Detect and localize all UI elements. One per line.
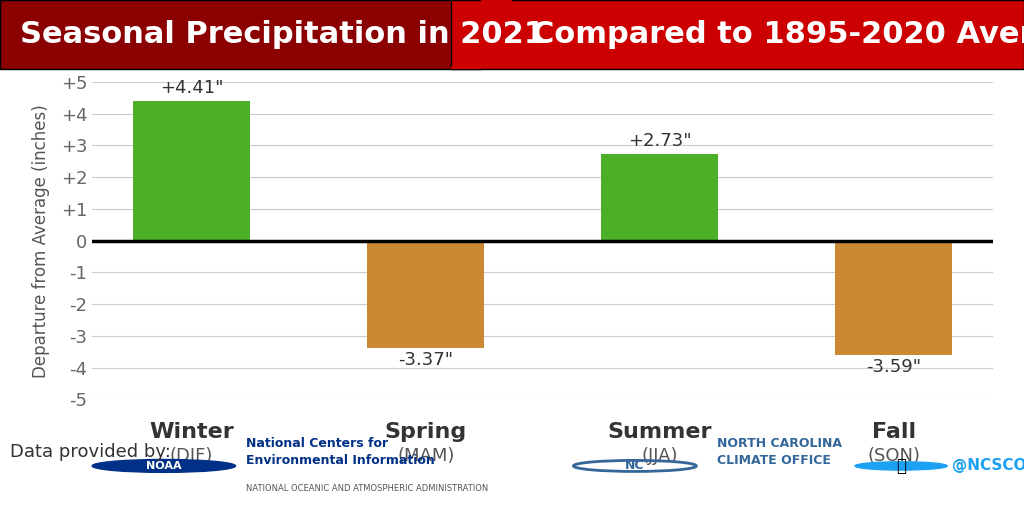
FancyBboxPatch shape [451, 0, 1024, 69]
Text: Seasonal Precipitation in 2021: Seasonal Precipitation in 2021 [20, 20, 546, 49]
Text: NATIONAL OCEANIC AND ATMOSPHERIC ADMINISTRATION: NATIONAL OCEANIC AND ATMOSPHERIC ADMINIS… [246, 484, 488, 494]
Text: NOAA: NOAA [146, 461, 181, 471]
Text: -3.59": -3.59" [866, 358, 922, 376]
Circle shape [92, 459, 236, 473]
Text: Compared to 1895-2020 Average: Compared to 1895-2020 Average [532, 20, 1024, 49]
Text: Summer: Summer [607, 421, 712, 441]
Text: 🐦: 🐦 [896, 457, 906, 475]
Text: (JJA): (JJA) [641, 447, 678, 465]
Text: NORTH CAROLINA
CLIMATE OFFICE: NORTH CAROLINA CLIMATE OFFICE [717, 437, 842, 467]
Text: @NCSCO: @NCSCO [952, 458, 1024, 474]
Text: (MAM): (MAM) [397, 447, 455, 465]
Text: -3.37": -3.37" [398, 351, 454, 370]
Text: +4.41": +4.41" [160, 79, 223, 97]
Bar [601, 154, 718, 241]
Bar [836, 241, 952, 355]
Text: Fall: Fall [871, 421, 915, 441]
Text: Spring: Spring [385, 421, 467, 441]
Bar [133, 101, 250, 241]
Text: Data provided by:: Data provided by: [10, 443, 171, 461]
Polygon shape [451, 0, 512, 69]
Circle shape [855, 462, 947, 470]
Y-axis label: Departure from Average (inches): Departure from Average (inches) [32, 104, 50, 377]
Text: (SON): (SON) [867, 447, 921, 465]
Text: +2.73": +2.73" [628, 132, 691, 150]
Text: National Centers for
Environmental Information: National Centers for Environmental Infor… [246, 437, 434, 467]
Text: (DJF): (DJF) [170, 447, 213, 465]
Text: NC: NC [625, 459, 645, 473]
Bar [368, 241, 484, 348]
FancyBboxPatch shape [0, 0, 481, 69]
Text: Winter: Winter [150, 421, 234, 441]
